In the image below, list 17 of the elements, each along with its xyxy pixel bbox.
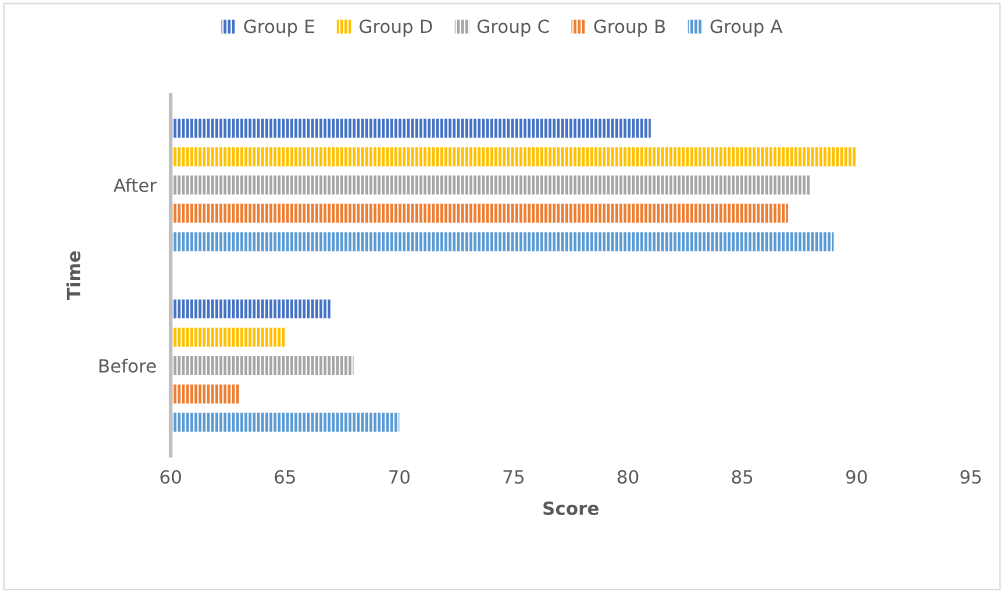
legend-label: Group E [244,19,315,37]
legend-label: Group C [477,19,549,37]
x-tick-label: 60 [160,470,181,484]
x-tick-label: 80 [617,470,639,484]
legend-label: Group B [594,19,665,37]
x-tick-label: 70 [389,470,410,484]
y-tick-label: After [113,178,157,193]
x-tick-label: 85 [731,470,753,484]
legend-label: Group A [710,19,783,37]
y-tick-label: Before [99,358,156,373]
x-axis-title: Score [543,501,599,516]
legend-label: Group D [359,19,433,37]
y-axis-title: Time [66,251,81,300]
x-tick-label: 90 [846,470,867,484]
x-tick-label: 95 [960,470,981,484]
x-tick-label: 75 [503,470,524,484]
x-tick-label: 65 [274,470,295,484]
